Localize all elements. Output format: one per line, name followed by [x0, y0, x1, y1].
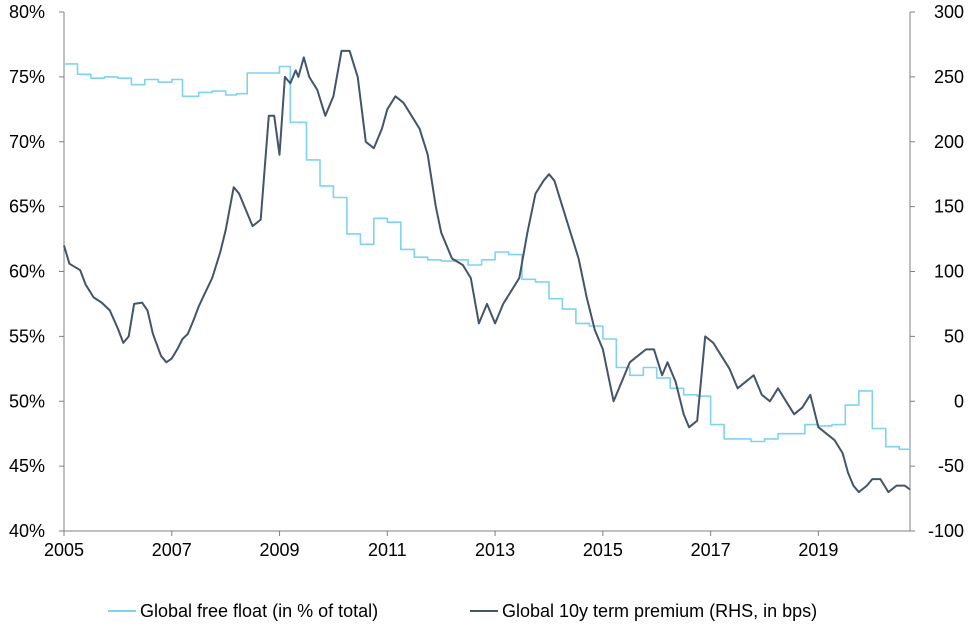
y-right-tick-label: 50 [944, 326, 964, 346]
y-left-tick-label: 55% [9, 326, 45, 346]
y-right-tick-label: 200 [934, 132, 964, 152]
chart-canvas: 40% 45% 50% 55% 60% 65% 70% 75% 80% -100 -50 0 50 100… [9, 2, 964, 560]
y-right-tick-label: 0 [954, 391, 964, 411]
legend-swatch-term-premium [470, 610, 498, 612]
y-left-tick-label: 45% [9, 456, 45, 476]
legend: Global free float (in % of total) Global… [0, 596, 978, 626]
y-right-tick-label: 300 [934, 2, 964, 22]
x-tick-label: 2007 [152, 540, 192, 560]
y-right-tick-label: -100 [928, 521, 964, 541]
y-left-tick-label: 70% [9, 132, 45, 152]
y-left-tick-label: 50% [9, 391, 45, 411]
legend-item-term-premium: Global 10y term premium (RHS, in bps) [470, 596, 817, 626]
y-left-tick-label: 80% [9, 2, 45, 22]
series-line-term-premium [63, 49, 911, 494]
series-layer [63, 49, 911, 494]
legend-swatch-free-float [108, 610, 136, 612]
y-right-tick-label: 150 [934, 197, 964, 217]
y-right-tick-label: -50 [938, 456, 964, 476]
y-left-tick-label: 65% [9, 197, 45, 217]
x-tick-label: 2005 [44, 540, 84, 560]
x-tick-label: 2015 [583, 540, 623, 560]
legend-label-free-float: Global free float (in % of total) [140, 600, 379, 621]
x-tick-label: 2017 [691, 540, 731, 560]
ticks-layer: 40% 45% 50% 55% 60% 65% 70% 75% 80% -100 -50 0 50 100… [9, 2, 964, 560]
x-tick-label: 2013 [475, 540, 515, 560]
y-left-tick-label: 40% [9, 521, 45, 541]
legend-label-term-premium: Global 10y term premium (RHS, in bps) [502, 600, 818, 621]
legend-item-free-float: Global free float (in % of total) [108, 596, 378, 626]
y-right-tick-label: 100 [934, 262, 964, 282]
y-right-tick-label: 250 [934, 67, 964, 87]
y-left-tick-label: 75% [9, 67, 45, 87]
series-line-free-float [64, 63, 911, 451]
y-left-tick-label: 60% [9, 262, 45, 282]
x-tick-label: 2009 [260, 540, 300, 560]
axes-layer [63, 12, 911, 532]
x-tick-label: 2019 [798, 540, 838, 560]
x-tick-label: 2011 [368, 540, 407, 560]
